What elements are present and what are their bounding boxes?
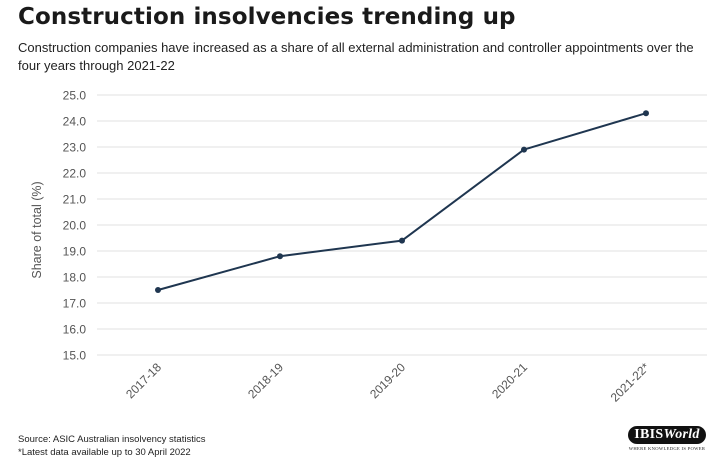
- x-tick-label: 2020-21: [489, 360, 530, 401]
- y-tick-label: 21.0: [63, 193, 87, 207]
- x-tick-label: 2021-22*: [608, 360, 653, 405]
- y-tick-label: 16.0: [63, 323, 87, 337]
- logo-tagline: WHERE KNOWLEDGE IS POWER: [628, 446, 706, 451]
- chart-subtitle: Construction companies have increased as…: [18, 40, 694, 73]
- x-tick-label: 2018-19: [245, 360, 286, 401]
- y-tick-label: 15.0: [63, 349, 87, 363]
- x-tick-label: 2017-18: [123, 360, 164, 401]
- series-line-group: [155, 110, 649, 293]
- data-point: [521, 146, 527, 153]
- y-tick-label: 18.0: [63, 271, 87, 285]
- y-tick-label: 23.0: [63, 141, 87, 155]
- chart-title: Construction insolvencies trending up: [18, 4, 516, 30]
- y-tick-label: 17.0: [63, 297, 87, 311]
- y-tick-label: 25.0: [63, 89, 87, 103]
- ibisworld-logo: IBISWorld WHERE KNOWLEDGE IS POWER: [626, 425, 708, 455]
- series-line: [157, 112, 647, 291]
- y-axis-ticks: 15.0 16.0 17.0 18.0 19.0 20.0 21.0 22.0 23.0 24.0…: [63, 89, 87, 363]
- y-tick-label: 19.0: [63, 245, 87, 259]
- logo-wordmark: IBISWorld: [628, 426, 706, 444]
- data-note: *Latest data available up to 30 April 20…: [18, 447, 191, 458]
- gridlines: [97, 94, 707, 356]
- y-tick-label: 22.0: [63, 167, 87, 181]
- y-axis-label: Share of total (%): [30, 181, 44, 278]
- y-tick-label: 20.0: [63, 219, 87, 233]
- y-tick-label: 24.0: [63, 115, 87, 129]
- x-tick-label: 2019-20: [367, 360, 408, 401]
- line-chart: 15.0 16.0 17.0 18.0 19.0 20.0 21.0 22.0 23.0 24.0…: [30, 89, 707, 405]
- data-point: [399, 237, 405, 244]
- data-point: [277, 253, 283, 260]
- data-point: [155, 287, 161, 293]
- data-point: [643, 110, 649, 117]
- x-axis-ticks: 2017-18 2018-19 2019-20 2020-21 2021-22*: [123, 360, 652, 405]
- footer: Source: ASIC Australian insolvency stati…: [18, 433, 205, 459]
- source-note: Source: ASIC Australian insolvency stati…: [18, 434, 206, 445]
